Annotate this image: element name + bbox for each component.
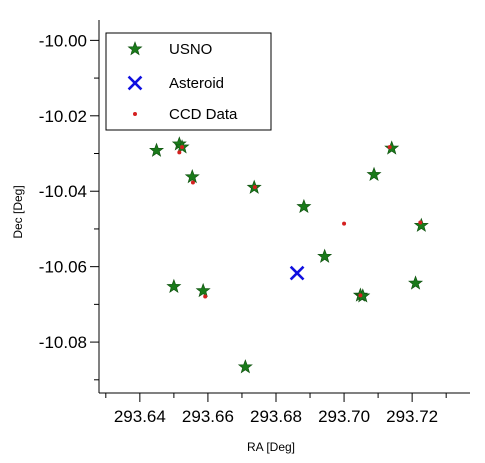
ccd-data-point <box>252 185 257 190</box>
usno-point <box>366 166 382 181</box>
asteroid-point <box>289 265 305 281</box>
usno-point <box>237 359 253 374</box>
x-tick-label: 293.72 <box>386 407 438 426</box>
data-marks <box>149 136 429 374</box>
legend-symbol-ccd-data <box>133 112 137 116</box>
ccd-data-point <box>180 145 185 150</box>
ccd-data-point <box>190 180 195 185</box>
usno-point <box>408 275 424 290</box>
ccd-data-point <box>358 293 363 298</box>
legend: USNO Asteroid CCD Data <box>105 32 272 131</box>
usno-point <box>184 169 200 184</box>
usno-point <box>195 282 211 298</box>
legend-symbol-asteroid <box>127 75 143 91</box>
x-tick-label: 293.66 <box>182 407 234 426</box>
usno-point <box>296 198 312 214</box>
y-axis-title: Dec [Deg] <box>11 185 25 238</box>
y-tick-label: -10.08 <box>39 333 87 352</box>
ccd-data-point <box>342 221 347 226</box>
usno-point <box>384 140 400 155</box>
axes: -10.00 -10.02 -10.04 -10.06 -10.08 293.64 293.… <box>39 20 470 426</box>
x-axis-title: RA [Deg] <box>247 440 295 454</box>
legend-symbol-usno <box>127 41 143 56</box>
ccd-data-point <box>177 150 182 155</box>
x-tick-label: 293.70 <box>318 407 370 426</box>
x-tick-label: 293.64 <box>114 407 166 426</box>
ccd-data-point <box>203 294 208 299</box>
usno-point <box>413 217 429 232</box>
ccd-data-point <box>418 220 423 225</box>
usno-point <box>317 248 333 263</box>
legend-symbols <box>127 41 143 116</box>
usno-point <box>355 288 371 303</box>
y-tick-label: -10.02 <box>39 107 87 126</box>
ccd-data-point <box>387 145 392 150</box>
legend-label-ccd-data: CCD Data <box>169 106 238 123</box>
y-tick-label: -10.00 <box>39 31 87 50</box>
legend-label-usno: USNO <box>169 41 212 58</box>
x-tick-label: 293.68 <box>250 407 302 426</box>
usno-point <box>166 278 182 294</box>
y-tick-label: -10.06 <box>39 258 87 277</box>
legend-label-asteroid: Asteroid <box>169 75 224 92</box>
usno-point <box>149 142 165 157</box>
y-tick-label: -10.04 <box>39 182 87 201</box>
